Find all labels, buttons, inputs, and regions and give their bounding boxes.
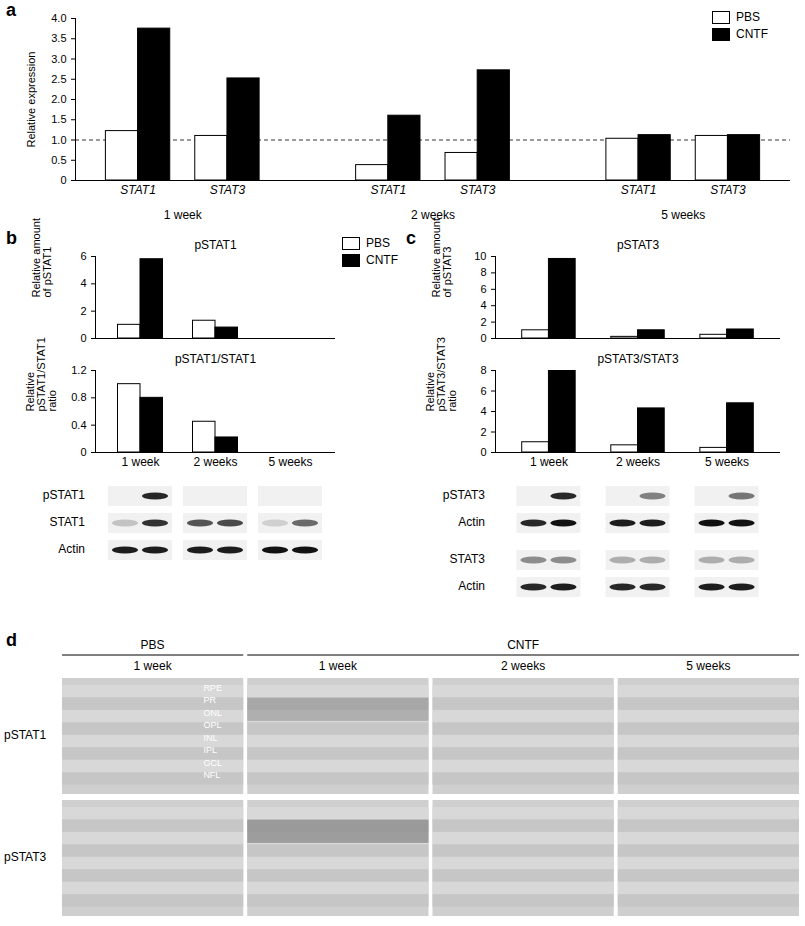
svg-text:4.0: 4.0 bbox=[51, 12, 66, 24]
svg-text:Relative expression: Relative expression bbox=[25, 52, 37, 148]
svg-text:pSTAT3: pSTAT3 bbox=[617, 238, 660, 252]
svg-text:STAT1: STAT1 bbox=[120, 183, 156, 197]
svg-text:6: 6 bbox=[480, 283, 486, 295]
html-text:CNTF: CNTF bbox=[736, 27, 768, 41]
html-text:PBS: PBS bbox=[366, 236, 390, 250]
svg-text:1 week: 1 week bbox=[530, 455, 569, 469]
svg-text:CNTF: CNTF bbox=[507, 638, 539, 652]
svg-text:OPL: OPL bbox=[203, 720, 221, 730]
svg-text:RPE: RPE bbox=[203, 683, 222, 693]
svg-text:2 weeks: 2 weeks bbox=[411, 208, 455, 222]
svg-text:GCL: GCL bbox=[203, 758, 222, 768]
svg-text:5 weeks: 5 weeks bbox=[686, 659, 730, 673]
svg-text:0: 0 bbox=[80, 332, 86, 344]
svg-text:IPL: IPL bbox=[203, 745, 217, 755]
svg-text:pSTAT3: pSTAT3 bbox=[443, 488, 486, 502]
svg-text:0.5: 0.5 bbox=[51, 154, 66, 166]
svg-text:2.5: 2.5 bbox=[51, 73, 66, 85]
svg-text:2 weeks: 2 weeks bbox=[193, 455, 237, 469]
svg-text:pSTAT1: pSTAT1 bbox=[194, 238, 237, 252]
svg-text:1 week: 1 week bbox=[319, 659, 358, 673]
svg-text:8: 8 bbox=[480, 266, 486, 278]
svg-text:PR: PR bbox=[203, 695, 216, 705]
html-text:d: d bbox=[6, 630, 17, 650]
svg-text:RelativepSTAT1/STAT1ratio: RelativepSTAT1/STAT1ratio bbox=[24, 337, 58, 411]
svg-text:RelativepSTAT3/STAT3ratio: RelativepSTAT3/STAT3ratio bbox=[424, 337, 458, 411]
svg-text:PBS: PBS bbox=[141, 638, 165, 652]
svg-text:6: 6 bbox=[480, 385, 486, 397]
svg-text:5 weeks: 5 weeks bbox=[268, 455, 312, 469]
html-text:CNTF: CNTF bbox=[366, 253, 398, 267]
svg-text:8: 8 bbox=[480, 364, 486, 376]
svg-text:STAT1: STAT1 bbox=[371, 183, 407, 197]
svg-text:10: 10 bbox=[474, 250, 486, 262]
svg-text:2: 2 bbox=[480, 426, 486, 438]
svg-text:1 week: 1 week bbox=[164, 208, 203, 222]
svg-text:Relative amountof pSTAT1: Relative amountof pSTAT1 bbox=[30, 218, 53, 298]
svg-text:0: 0 bbox=[60, 174, 66, 186]
svg-text:STAT1: STAT1 bbox=[49, 515, 85, 529]
svg-text:4: 4 bbox=[480, 299, 486, 311]
svg-text:1 week: 1 week bbox=[134, 659, 173, 673]
svg-text:Actin: Actin bbox=[58, 542, 85, 556]
svg-text:STAT3: STAT3 bbox=[210, 183, 246, 197]
svg-text:0: 0 bbox=[480, 446, 486, 458]
svg-text:2 weeks: 2 weeks bbox=[616, 455, 660, 469]
svg-text:pSTAT1/STAT1: pSTAT1/STAT1 bbox=[175, 352, 256, 366]
svg-text:pSTAT3: pSTAT3 bbox=[4, 850, 47, 864]
html-text:c: c bbox=[406, 228, 416, 248]
svg-text:pSTAT1: pSTAT1 bbox=[4, 728, 47, 742]
svg-text:NFL: NFL bbox=[203, 770, 220, 780]
svg-text:Relative amountof pSTAT3: Relative amountof pSTAT3 bbox=[430, 218, 453, 298]
svg-text:2.0: 2.0 bbox=[51, 93, 66, 105]
svg-text:5 weeks: 5 weeks bbox=[661, 208, 705, 222]
svg-text:INL: INL bbox=[203, 733, 217, 743]
svg-text:Actin: Actin bbox=[458, 515, 485, 529]
svg-text:3.0: 3.0 bbox=[51, 53, 66, 65]
svg-text:1.0: 1.0 bbox=[51, 134, 66, 146]
svg-text:1.2: 1.2 bbox=[71, 364, 86, 376]
svg-text:1 week: 1 week bbox=[121, 455, 160, 469]
svg-text:0: 0 bbox=[80, 446, 86, 458]
svg-text:STAT1: STAT1 bbox=[621, 183, 657, 197]
svg-text:2 weeks: 2 weeks bbox=[501, 659, 545, 673]
svg-text:STAT3: STAT3 bbox=[449, 552, 485, 566]
html-text:a: a bbox=[6, 0, 16, 20]
svg-text:3.5: 3.5 bbox=[51, 32, 66, 44]
svg-text:5 weeks: 5 weeks bbox=[705, 455, 749, 469]
svg-text:0: 0 bbox=[480, 332, 486, 344]
svg-text:1.5: 1.5 bbox=[51, 113, 66, 125]
svg-text:STAT3: STAT3 bbox=[710, 183, 746, 197]
svg-text:2: 2 bbox=[480, 316, 486, 328]
svg-text:Actin: Actin bbox=[458, 579, 485, 593]
svg-text:STAT3: STAT3 bbox=[460, 183, 496, 197]
svg-text:4: 4 bbox=[480, 405, 486, 417]
html-text:PBS: PBS bbox=[736, 10, 760, 24]
svg-text:pSTAT3/STAT3: pSTAT3/STAT3 bbox=[597, 352, 678, 366]
svg-text:6: 6 bbox=[80, 250, 86, 262]
svg-text:4: 4 bbox=[80, 277, 86, 289]
svg-text:0.4: 0.4 bbox=[71, 419, 86, 431]
svg-text:pSTAT1: pSTAT1 bbox=[43, 488, 86, 502]
svg-text:2: 2 bbox=[80, 305, 86, 317]
svg-text:0.8: 0.8 bbox=[71, 391, 86, 403]
svg-text:ONL: ONL bbox=[203, 708, 222, 718]
html-text:b: b bbox=[6, 228, 17, 248]
